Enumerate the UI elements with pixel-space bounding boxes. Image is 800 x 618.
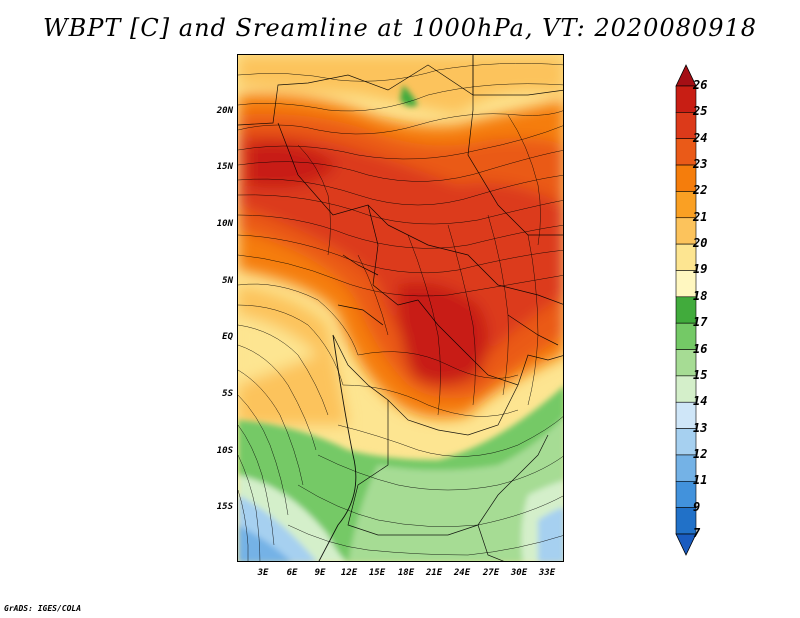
lon-label: 24E <box>453 568 471 578</box>
lon-label: 33E <box>538 568 556 578</box>
lon-label: 21E <box>425 568 443 578</box>
lon-label: 12E <box>340 568 358 578</box>
colorbar-label: 13 <box>693 420 708 435</box>
lat-label: 10N <box>216 219 233 229</box>
colorbar-label: 26 <box>693 78 708 92</box>
credit-text: GrADS: IGES/COLA <box>4 604 82 613</box>
colorbar-label: 21 <box>693 209 708 224</box>
lat-label: 10S <box>216 446 233 456</box>
lat-label: 20N <box>216 106 233 116</box>
colorbar-label: 7 <box>693 526 701 540</box>
wbpt-field <box>238 55 563 561</box>
colorbar-label: 19 <box>693 262 708 277</box>
colorbar-bottom-arrow <box>675 533 697 556</box>
streamlines <box>238 63 563 561</box>
colorbar-label: 20 <box>693 236 708 251</box>
lat-label: 15S <box>216 502 233 512</box>
lat-label: EQ <box>222 332 233 342</box>
colorbar-label: 15 <box>693 367 708 382</box>
colorbar-label: 23 <box>693 157 708 172</box>
colorbar-label: 24 <box>693 130 708 145</box>
map-title: WBPT [C] and Sreamline at 1000hPa, VT: 2… <box>42 14 758 42</box>
lon-label: 3E <box>257 568 269 578</box>
colorbar-label: 18 <box>693 288 708 303</box>
lat-label: 15N <box>216 162 233 172</box>
map-panel <box>237 54 564 562</box>
colorbar-label: 17 <box>693 315 708 330</box>
lat-label: 5S <box>222 389 233 399</box>
lat-label: 5N <box>222 276 233 286</box>
colorbar-label: 16 <box>693 341 708 356</box>
lon-label: 15E <box>368 568 386 578</box>
colorbar-label: 12 <box>693 446 708 461</box>
lon-label: 9E <box>314 568 326 578</box>
lon-label: 27E <box>482 568 500 578</box>
colorbar-label: 14 <box>693 394 708 409</box>
colorbar-label: 9 <box>693 499 701 514</box>
lon-label: 6E <box>286 568 298 578</box>
colorbar <box>675 64 697 556</box>
colorbar-label: 11 <box>693 473 708 488</box>
colorbar-label: 25 <box>693 104 708 119</box>
colorbar-label: 22 <box>693 183 708 198</box>
lon-label: 18E <box>397 568 415 578</box>
lon-label: 30E <box>510 568 528 578</box>
